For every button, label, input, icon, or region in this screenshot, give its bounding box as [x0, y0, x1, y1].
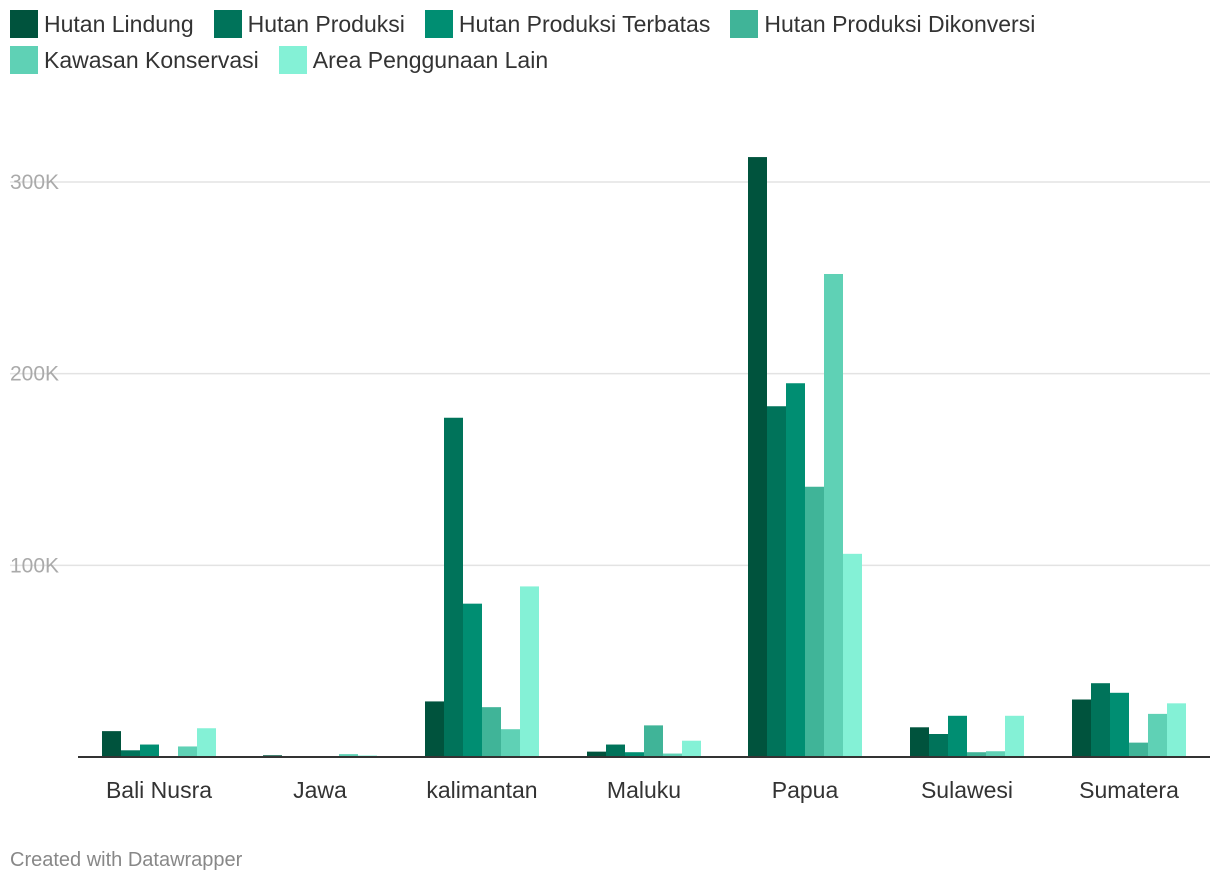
bar: [606, 744, 625, 757]
legend-item: Hutan Produksi Terbatas: [424, 10, 711, 38]
legend-item: Hutan Produksi Dikonversi: [730, 10, 1035, 38]
bar: [843, 553, 862, 757]
bar: [501, 729, 520, 757]
x-tick-label: Maluku: [607, 777, 681, 803]
bar: [663, 753, 682, 757]
x-tick-label: Jawa: [293, 777, 347, 803]
bar: [625, 752, 644, 757]
bar: [682, 740, 701, 757]
legend-swatch: [730, 10, 759, 38]
bar: [824, 273, 843, 757]
chart-legend: Hutan Lindung Hutan Produksi Hutan Produks…: [10, 10, 1200, 74]
bar: [767, 406, 786, 757]
legend-swatch: [424, 10, 453, 38]
bar: [444, 417, 463, 757]
bar: [102, 731, 121, 757]
x-tick-label: Bali Nusra: [106, 777, 212, 803]
legend-label: Hutan Produksi: [247, 10, 405, 37]
bar: [178, 746, 197, 757]
bar: [339, 754, 358, 757]
bar: [1110, 692, 1129, 757]
y-tick-label: 300K: [10, 171, 59, 194]
bar: [425, 701, 444, 757]
legend-swatch: [213, 10, 242, 38]
legend-swatch: [10, 10, 38, 38]
bar: [463, 603, 482, 757]
bar: [587, 751, 606, 757]
bar: [121, 750, 140, 757]
bar: [482, 707, 501, 757]
bar: [910, 727, 929, 757]
bar: [1167, 703, 1186, 757]
legend-item: Hutan Produksi: [213, 10, 405, 38]
legend-label: Hutan Lindung: [44, 10, 194, 37]
bar: [1129, 742, 1148, 757]
bar: [140, 744, 159, 757]
y-tick-label: 100K: [10, 554, 59, 577]
legend-label: Hutan Produksi Dikonversi: [764, 10, 1036, 37]
bar: [786, 383, 805, 757]
legend-item: Kawasan Konservasi: [10, 46, 259, 74]
legend-label: Hutan Produksi Terbatas: [458, 10, 711, 37]
bar: [948, 715, 967, 757]
legend-swatch: [278, 46, 307, 74]
bar: [1005, 715, 1024, 757]
x-tick-label: Sumatera: [1079, 777, 1179, 803]
x-tick-label: kalimantan: [426, 777, 537, 803]
bar: [197, 728, 216, 757]
bar: [967, 752, 986, 757]
x-tick-label: Sulawesi: [921, 777, 1013, 803]
bar: [748, 157, 767, 758]
y-tick-label: 200K: [10, 363, 59, 386]
bar: [929, 733, 948, 757]
legend-label: Area Penggunaan Lain: [312, 46, 549, 73]
bar: [805, 486, 824, 757]
legend-item: Hutan Lindung: [10, 10, 194, 38]
bar: [644, 725, 663, 757]
x-tick-label: Papua: [772, 777, 839, 803]
bar: [986, 751, 1005, 757]
footer-credit: Created with Datawrapper: [10, 849, 243, 871]
legend-swatch: [10, 46, 38, 74]
legend-item: Area Penggunaan Lain: [278, 46, 549, 74]
bar: [520, 586, 539, 757]
legend-label: Kawasan Konservasi: [44, 46, 259, 73]
bar: [1072, 699, 1091, 757]
bar: [1148, 713, 1167, 757]
bar: [1091, 683, 1110, 757]
